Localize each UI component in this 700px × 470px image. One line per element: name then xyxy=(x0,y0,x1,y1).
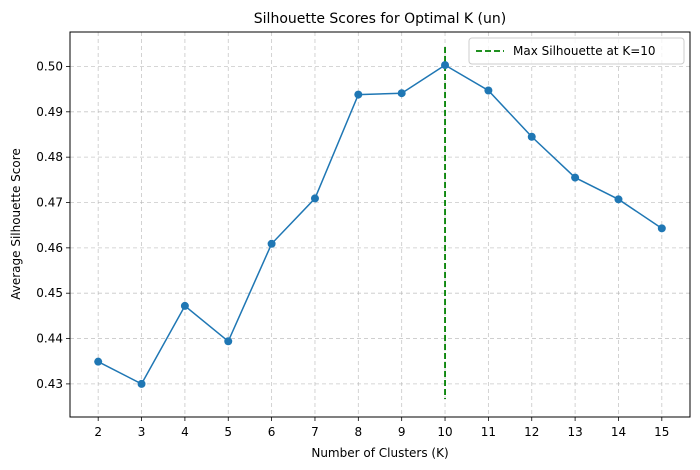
y-axis-ticks: 0.43 0.44 0.45 0.46 0.47 0.48 0.49 0.50 xyxy=(36,59,70,391)
chart-title: Silhouette Scores for Optimal K (un) xyxy=(254,11,506,27)
data-point xyxy=(657,224,666,233)
x-tick-label: 10 xyxy=(437,425,452,439)
x-tick-label: 11 xyxy=(481,425,496,439)
series-line xyxy=(97,64,663,385)
data-point xyxy=(224,337,233,346)
data-point xyxy=(571,173,580,182)
series-layer xyxy=(94,61,666,388)
legend-box xyxy=(468,37,685,65)
data-point xyxy=(441,61,450,70)
x-tick-label: 2 xyxy=(94,425,102,439)
x-tick-label: 7 xyxy=(311,425,319,439)
y-tick-label: 0.50 xyxy=(36,59,63,73)
data-point xyxy=(267,239,276,248)
data-point xyxy=(180,301,189,310)
y-tick-label: 0.45 xyxy=(36,286,63,300)
x-tick-label: 15 xyxy=(654,425,669,439)
y-tick-label: 0.47 xyxy=(36,196,63,210)
y-tick-label: 0.48 xyxy=(36,150,63,164)
legend-label: Max Silhouette at K=10 xyxy=(513,44,656,58)
plot-frame xyxy=(69,31,691,418)
y-tick-label: 0.49 xyxy=(36,105,63,119)
x-tick-label: 8 xyxy=(355,425,363,439)
data-point xyxy=(137,379,146,388)
x-tick-label: 13 xyxy=(567,425,582,439)
data-point xyxy=(354,90,363,99)
data-point xyxy=(397,89,406,98)
x-tick-label: 9 xyxy=(398,425,406,439)
y-tick-label: 0.46 xyxy=(36,241,63,255)
y-tick-label: 0.43 xyxy=(36,377,63,391)
x-tick-label: 5 xyxy=(224,425,232,439)
x-axis-label: Number of Clusters (K) xyxy=(311,446,448,460)
x-tick-label: 3 xyxy=(138,425,146,439)
x-axis-ticks: 2 3 4 5 6 7 8 9 10 11 12 13 14 15 xyxy=(94,417,669,439)
data-point xyxy=(614,195,623,204)
x-tick-label: 6 xyxy=(268,425,276,439)
data-point xyxy=(94,357,103,366)
data-point xyxy=(527,132,536,141)
grid-lines xyxy=(70,32,690,417)
legend: Max Silhouette at K=10 xyxy=(468,37,685,65)
data-point xyxy=(310,194,319,203)
x-tick-label: 14 xyxy=(611,425,626,439)
x-tick-label: 12 xyxy=(524,425,539,439)
y-axis-label: Average Silhouette Score xyxy=(9,148,23,300)
y-tick-label: 0.44 xyxy=(36,332,63,346)
x-tick-label: 4 xyxy=(181,425,189,439)
data-point xyxy=(484,86,493,95)
